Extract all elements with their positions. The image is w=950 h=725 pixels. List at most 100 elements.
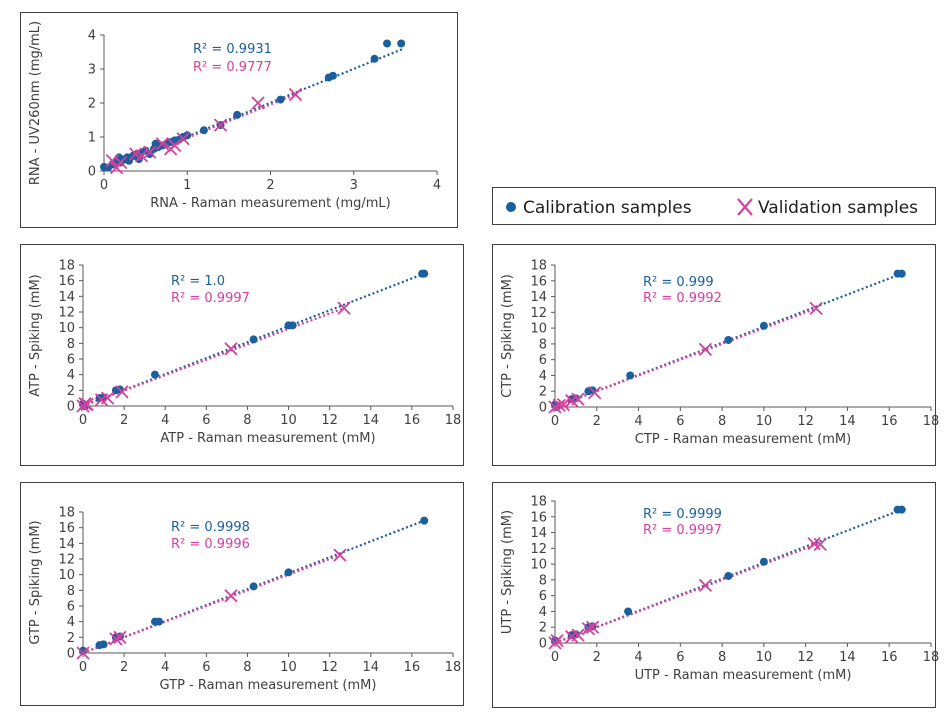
validation-point [588, 386, 602, 400]
validation-point [224, 589, 238, 603]
y-axis-title: RNA - UV260nm (mg/mL) [28, 21, 43, 185]
validation-point [176, 132, 190, 146]
y-tick-label: 18 [58, 259, 75, 274]
validation-point [698, 342, 713, 357]
validation-point [548, 400, 562, 414]
legend-validation-label: Validation samples [758, 198, 918, 218]
y-tick-label: 12 [530, 306, 547, 321]
calibration-point [249, 582, 258, 591]
x-tick-label: 10 [280, 660, 297, 675]
validation-point [134, 149, 149, 163]
x-tick-label: 16 [881, 414, 898, 429]
legend-calibration-marker [506, 202, 516, 212]
x-tick-label: 12 [321, 660, 338, 675]
legend-calibration-label: Calibration samples [523, 198, 692, 218]
y-tick-label: 14 [58, 290, 75, 305]
x-tick-label: 18 [445, 413, 462, 428]
validation-point [556, 397, 570, 412]
trendline-validation [82, 307, 345, 408]
y-tick-label: 2 [67, 384, 75, 399]
trendline-validation [82, 554, 341, 655]
calibration-point [897, 505, 906, 514]
y-tick-label: 8 [67, 337, 75, 352]
x-tick-label: 6 [676, 650, 684, 665]
x-tick-label: 12 [797, 414, 814, 429]
x-tick-label: 8 [718, 650, 726, 665]
legend-validation-marker [737, 198, 753, 216]
validation-point [585, 620, 600, 634]
y-tick-label: 18 [530, 259, 547, 274]
y-tick-label: 16 [58, 521, 75, 536]
x-tick-label: 14 [839, 414, 856, 429]
y-tick-label: 14 [530, 526, 547, 541]
validation-point [168, 138, 182, 153]
r2-calibration: R² = 0.9999 [643, 507, 722, 522]
x-tick-label: 10 [756, 650, 773, 665]
y-axis-title: GTP - Spiking (mM) [28, 520, 43, 644]
y-tick-label: 14 [530, 290, 547, 305]
y-tick-label: 6 [67, 353, 75, 368]
validation-point [809, 301, 823, 316]
x-axis-title: GTP - Raman measurement (mM) [160, 678, 377, 693]
y-tick-label: 0 [539, 401, 547, 416]
y-tick-label: 10 [530, 322, 547, 337]
x-tick-label: 0 [551, 650, 559, 665]
y-tick-label: 0 [88, 165, 96, 180]
x-tick-label: 18 [923, 650, 940, 665]
y-tick-label: 12 [530, 542, 547, 557]
y-tick-label: 6 [539, 589, 547, 604]
calibration-point [276, 95, 285, 104]
validation-point [109, 632, 123, 646]
calibration-point [328, 71, 337, 80]
y-tick-label: 16 [58, 274, 75, 289]
y-tick-label: 8 [539, 337, 547, 352]
validation-point [213, 118, 228, 132]
x-tick-label: 2 [120, 413, 128, 428]
x-tick-label: 0 [551, 414, 559, 429]
legend: Calibration samples Validation samples [492, 187, 936, 225]
y-tick-label: 8 [67, 584, 75, 599]
trendline-validation [554, 307, 817, 409]
x-tick-label: 16 [881, 650, 898, 665]
r2-validation: R² = 0.9997 [643, 523, 722, 538]
y-tick-label: 4 [67, 368, 75, 383]
y-tick-label: 10 [58, 568, 75, 583]
y-tick-label: 0 [67, 400, 75, 415]
r2-validation: R² = 0.9777 [193, 60, 272, 75]
validation-point [251, 96, 265, 110]
y-tick-label: 12 [58, 306, 75, 321]
x-tick-label: 6 [202, 413, 210, 428]
validation-point [813, 537, 827, 552]
x-tick-label: 0 [79, 413, 87, 428]
y-axis-title: ATP - Spiking (mM) [28, 274, 43, 397]
r2-calibration: R² = 0.9998 [171, 520, 250, 535]
calibration-point [724, 335, 733, 344]
y-tick-label: 4 [88, 29, 96, 44]
x-tick-label: 14 [363, 413, 380, 428]
validation-point [552, 398, 566, 413]
x-axis-title: RNA - Raman measurement (mg/mL) [150, 196, 391, 211]
y-tick-label: 1 [88, 131, 96, 146]
y-tick-label: 4 [67, 615, 75, 630]
validation-point [224, 342, 238, 356]
y-tick-label: 0 [539, 637, 547, 652]
x-tick-label: 18 [445, 660, 462, 675]
y-tick-label: 10 [530, 558, 547, 573]
calibration-point [288, 321, 297, 330]
calibration-point [397, 39, 406, 48]
calibration-point [233, 110, 242, 119]
validation-point [101, 391, 115, 405]
validation-point [807, 536, 821, 551]
calibration-point [420, 516, 429, 525]
calibration-point [150, 370, 159, 379]
validation-point [333, 548, 347, 562]
calibration-point [155, 617, 164, 626]
x-tick-label: 12 [797, 650, 814, 665]
x-tick-label: 18 [923, 414, 940, 429]
x-tick-label: 4 [161, 660, 169, 675]
y-tick-label: 10 [58, 321, 75, 336]
